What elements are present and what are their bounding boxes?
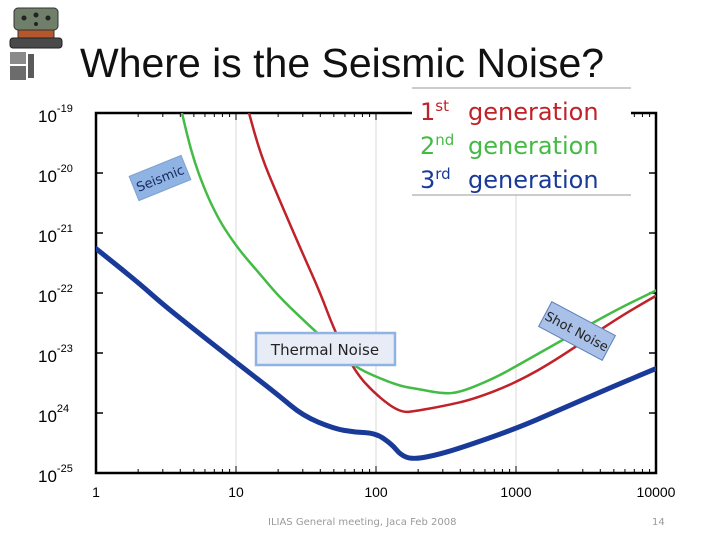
- x-tick-label: 100: [364, 484, 388, 500]
- x-tick-label: 1000: [500, 484, 531, 500]
- thermal-label: Thermal Noise: [270, 341, 379, 359]
- thermal-box: [254, 331, 397, 367]
- chart-ticks: 1 10 100 1000 10000 10-19 10-20 10-21 10-22 10-23…: [38, 103, 676, 500]
- thermal-callout: Thermal Noise: [254, 331, 397, 367]
- y-tick-label: 10-22: [38, 283, 73, 306]
- y-tick-label: 10-25: [38, 463, 73, 486]
- x-tick-label: 10: [228, 484, 244, 500]
- chart-legend: 1st generation 2nd generation 3rd generation: [412, 87, 631, 196]
- y-tick-label: 1024: [38, 403, 69, 426]
- seismic-box: [128, 154, 192, 202]
- y-tick-label: 10-19: [38, 103, 73, 126]
- series-line-2: [180, 113, 656, 395]
- legend-entry-1: 1st generation: [420, 97, 599, 126]
- series-line-3: [96, 246, 656, 461]
- page-number: 14: [652, 517, 665, 528]
- y-tick-label: 10-23: [38, 343, 73, 366]
- y-tick-label: 10-20: [38, 163, 73, 186]
- footer-text: ILIAS General meeting, Jaca Feb 2008: [268, 517, 457, 528]
- series-line-1: [247, 113, 656, 414]
- detector-logo: [8, 2, 64, 92]
- legend-entry-3: 3rd generation: [420, 165, 599, 194]
- chart-annotations: Seismic Thermal Noise Shot Noise: [128, 154, 617, 367]
- legend-entry-2: 2nd generation: [420, 131, 599, 160]
- shot-noise-callout: Shot Noise: [537, 301, 617, 361]
- x-tick-label: 1: [92, 484, 100, 500]
- legend-background: [412, 88, 631, 195]
- slide-title: Where is the Seismic Noise?: [80, 40, 605, 86]
- seismic-callout: Seismic: [128, 154, 192, 202]
- y-tick-label: 10-21: [38, 223, 73, 246]
- chart-series: [96, 113, 656, 461]
- shot-noise-box: [537, 301, 617, 361]
- x-tick-label: 10000: [637, 484, 676, 500]
